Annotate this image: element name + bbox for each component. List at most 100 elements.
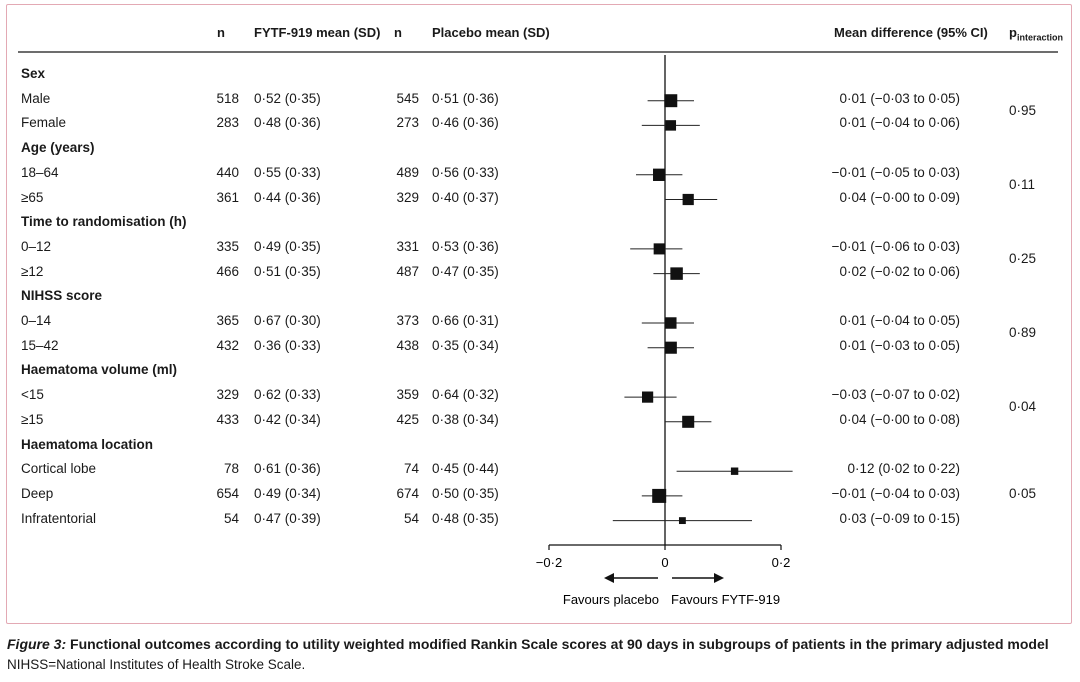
point-estimate [682,193,694,206]
point-estimate [665,120,677,131]
mean-difference-ci: 0·12 (0·02 to 0·22) [847,461,960,477]
subgroup-row: Cortical lobe 78 0·61 (0·36) 74 0·45 (0·44) 0… [0,461,1080,481]
header-p-sub: interaction [1016,32,1063,43]
n-placebo: 273 [396,115,419,131]
placebo-mean: 0·66 (0·31) [432,313,499,328]
n-drug: 518 [216,90,239,106]
placebo-mean: 0·45 (0·44) [432,461,499,477]
placebo-mean: 0·64 (0·32) [432,387,499,403]
placebo-mean: 0·50 (0·35) [432,485,499,501]
drug-mean: 0·62 (0·33) [254,387,321,403]
group-label: Sex [21,66,46,81]
header-n-drug: n [217,25,225,40]
header-placebo-mean: Placebo mean (SD) [432,25,550,40]
subgroup-label: Cortical lobe [21,461,97,477]
header-rule [18,51,1058,53]
point-estimate [678,517,686,525]
mean-difference-ci: −0·01 (−0·05 to 0·03) [831,164,960,180]
p-interaction-value: 0·89 [1009,325,1037,341]
subgroup-label: 15–42 [21,337,59,353]
group-row: Time to randomisation (h) [0,214,1080,234]
n-placebo: 545 [396,90,419,106]
n-drug: 440 [216,164,239,180]
placebo-mean: 0·38 (0·34) [432,411,499,427]
header-n-placebo: n [394,25,402,40]
n-drug: 283 [216,115,239,131]
n-drug: 329 [216,387,239,403]
mean-difference-ci: 0·04 (−0·00 to 0·09) [839,189,960,205]
drug-mean: 0·47 (0·39) [254,510,321,526]
mean-difference-ci: 0·01 (−0·04 to 0·05) [839,313,960,328]
n-drug: 335 [216,238,239,254]
n-placebo: 425 [396,411,419,427]
figure-label: Figure 3: [7,636,67,652]
favours-drug-label: Favours FYTF-919 [671,592,780,607]
drug-mean: 0·36 (0·33) [254,337,321,353]
n-placebo: 359 [396,387,419,403]
placebo-mean: 0·48 (0·35) [432,510,499,526]
p-interaction-value: 0·05 [1009,485,1037,501]
mean-difference-ci: 0·03 (−0·09 to 0·15) [839,510,960,526]
drug-mean: 0·67 (0·30) [254,313,321,328]
n-placebo: 331 [396,238,419,254]
placebo-mean: 0·53 (0·36) [432,238,499,254]
n-placebo: 487 [396,263,419,279]
favours-drug-arrowhead [714,573,724,583]
caption-text: Functional outcomes according to utility… [70,636,1049,652]
p-interaction-value: 0·25 [1009,251,1037,267]
p-interaction-value: 0·95 [1009,103,1037,119]
mean-difference-ci: 0·01 (−0·03 to 0·05) [839,337,960,353]
drug-mean: 0·42 (0·34) [254,411,321,427]
point-estimate [664,341,677,354]
subgroup-row: Male 518 0·52 (0·35) 545 0·51 (0·36) 0·01 (−0… [0,91,1080,111]
subgroup-row: ≥12 466 0·51 (0·35) 487 0·47 (0·35) 0·02 (−0·… [0,264,1080,284]
p-interaction-value: 0·11 [1009,177,1036,193]
group-label: Age (years) [21,140,95,156]
subgroup-row: 15–42 432 0·36 (0·33) 438 0·35 (0·34) 0·01 (−… [0,338,1080,358]
n-placebo: 329 [396,189,419,205]
n-drug: 54 [223,510,239,526]
favours-placebo-arrowhead [604,573,614,583]
n-placebo: 489 [396,164,419,180]
drug-mean: 0·49 (0·35) [254,238,321,254]
subgroup-label: <15 [21,387,44,403]
n-drug: 361 [216,189,239,205]
subgroup-row: 18–64 440 0·55 (0·33) 489 0·56 (0·33) −0·01 (… [0,165,1080,185]
group-label: NIHSS score [21,288,103,304]
subgroup-label: ≥65 [21,189,44,205]
subgroup-row: ≥65 361 0·44 (0·36) 329 0·40 (0·37) 0·04 (−0·… [0,190,1080,210]
group-row: Haematoma location [0,437,1080,457]
n-placebo: 674 [396,485,419,501]
header-p-main: p [1009,25,1017,40]
placebo-mean: 0·51 (0·36) [432,90,499,106]
mean-difference-ci: 0·04 (−0·00 to 0·08) [839,411,960,427]
point-estimate [653,168,666,181]
subgroup-row: ≥15 433 0·42 (0·34) 425 0·38 (0·34) 0·04 (−0·… [0,412,1080,432]
n-drug: 432 [216,337,239,353]
mean-difference-ci: 0·01 (−0·04 to 0·06) [839,115,960,131]
group-row: NIHSS score [0,288,1080,308]
placebo-mean: 0·56 (0·33) [432,164,499,180]
drug-mean: 0·49 (0·34) [254,485,321,501]
mean-difference-ci: −0·01 (−0·04 to 0·03) [831,485,960,501]
mean-difference-ci: −0·01 (−0·06 to 0·03) [831,238,960,254]
n-placebo: 373 [396,313,419,328]
placebo-mean: 0·40 (0·37) [432,189,499,205]
subgroup-label: Infratentorial [21,510,97,526]
group-label: Time to randomisation (h) [21,214,187,230]
subgroup-label: Male [21,90,51,106]
placebo-mean: 0·35 (0·34) [432,337,499,353]
subgroup-label: Deep [21,485,54,501]
n-drug: 654 [216,485,239,501]
subgroup-label: Female [21,115,67,131]
group-label: Haematoma location [21,436,154,452]
favours-placebo-label: Favours placebo [563,592,659,607]
drug-mean: 0·55 (0·33) [254,164,321,180]
n-drug: 433 [216,411,239,427]
header-mean-difference: Mean difference (95% CI) [834,25,988,40]
x-tick-label: −0·2 [536,555,562,570]
placebo-mean: 0·47 (0·35) [432,263,499,279]
subgroup-label: 18–64 [21,164,59,180]
n-placebo: 74 [403,461,419,477]
n-placebo: 54 [403,510,419,526]
